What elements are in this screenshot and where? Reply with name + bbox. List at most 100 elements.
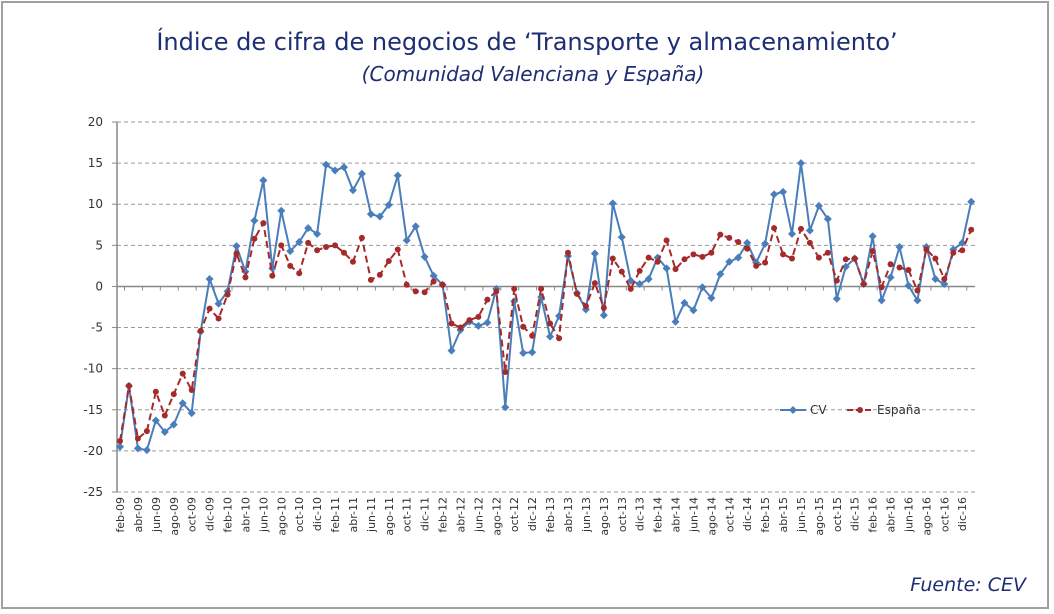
data-point: [725, 257, 734, 266]
x-tick-label: jun-16: [902, 497, 915, 533]
data-point: [466, 317, 473, 324]
data-point: [681, 256, 688, 263]
data-point: [707, 293, 716, 302]
data-point: [717, 231, 724, 238]
data-point: [475, 313, 482, 320]
data-point: [340, 163, 348, 172]
data-point: [905, 267, 912, 273]
data-point: [331, 166, 340, 175]
data-point: [878, 284, 885, 291]
data-point: [565, 249, 571, 256]
x-tick-label: abr-12: [454, 497, 467, 533]
data-point: [914, 287, 921, 294]
data-point: [117, 438, 123, 445]
x-tick-label: abr-09: [132, 497, 145, 533]
data-point: [403, 281, 410, 288]
data-point: [895, 242, 904, 251]
data-point: [627, 285, 634, 292]
data-point: [735, 239, 742, 246]
y-tick-label: -5: [91, 321, 103, 335]
data-point: [913, 296, 922, 305]
data-point: [762, 259, 769, 266]
x-tick-label: oct-12: [508, 497, 521, 532]
data-point: [699, 253, 706, 260]
data-point: [779, 187, 788, 196]
x-tick-label: feb-16: [867, 497, 880, 533]
x-tick-label: feb-11: [329, 497, 342, 533]
x-tick-label: feb-09: [114, 497, 127, 533]
data-point: [968, 226, 975, 233]
x-tick-label: ago-16: [920, 497, 933, 536]
x-tick-label: oct-09: [186, 497, 199, 532]
data-point: [886, 273, 895, 282]
x-tick-label: oct-10: [293, 497, 306, 532]
data-point: [815, 254, 822, 261]
y-tick-label: 20: [88, 115, 103, 129]
data-point: [376, 271, 383, 278]
data-point: [511, 285, 518, 292]
data-point: [671, 317, 680, 326]
data-point: [529, 332, 536, 339]
data-point: [430, 278, 437, 285]
data-point: [214, 299, 223, 308]
data-point: [169, 420, 178, 429]
data-point: [421, 289, 428, 296]
data-point: [599, 311, 608, 320]
data-point: [672, 266, 679, 273]
gridlines: [117, 121, 975, 493]
data-point: [151, 416, 160, 425]
x-tick-label: jun-10: [257, 497, 270, 533]
series-group: [116, 159, 976, 455]
x-tick-label: ago-10: [275, 497, 288, 536]
data-point: [447, 346, 456, 355]
data-point: [357, 169, 366, 178]
data-point: [761, 239, 770, 248]
x-tick-label: jun-12: [472, 497, 485, 533]
data-point: [125, 382, 132, 389]
data-point: [420, 252, 429, 261]
data-point: [349, 258, 356, 265]
x-tick-label: ago-11: [383, 497, 396, 536]
data-point: [143, 428, 150, 435]
data-point: [708, 249, 715, 256]
data-point: [851, 255, 858, 262]
x-tick-label: dic-14: [741, 497, 754, 531]
data-point: [833, 277, 840, 284]
data-point: [152, 388, 159, 395]
x-tick-label: oct-14: [723, 497, 736, 532]
data-point: [690, 251, 697, 258]
x-tick-label: oct-15: [831, 497, 844, 532]
data-point: [493, 288, 500, 295]
x-tick-label: jun-15: [795, 497, 808, 533]
x-tick-label: ago-09: [168, 497, 181, 536]
legend-marker: [857, 407, 863, 413]
data-point: [832, 294, 841, 303]
data-point: [617, 233, 626, 242]
series-line: [119, 162, 973, 452]
data-point: [780, 251, 787, 258]
data-point: [474, 321, 483, 330]
data-point: [188, 387, 195, 394]
data-point: [931, 275, 940, 284]
series-cv: [116, 159, 976, 455]
data-point: [600, 304, 607, 311]
data-point: [332, 242, 339, 249]
data-point: [823, 215, 832, 224]
x-tick-label: jun-09: [150, 497, 163, 533]
y-tick-label: -15: [83, 403, 103, 417]
data-point: [538, 285, 545, 292]
data-point: [644, 275, 653, 284]
data-point: [546, 332, 555, 341]
data-point: [771, 225, 778, 232]
data-point: [520, 323, 527, 330]
x-tick-label: oct-16: [938, 497, 951, 532]
data-point: [528, 348, 537, 357]
x-tick-label: feb-10: [222, 497, 235, 533]
x-tick-label: jun-13: [580, 497, 593, 533]
data-point: [323, 243, 330, 250]
data-point: [215, 315, 222, 322]
data-point: [448, 320, 455, 327]
data-point: [133, 444, 142, 453]
